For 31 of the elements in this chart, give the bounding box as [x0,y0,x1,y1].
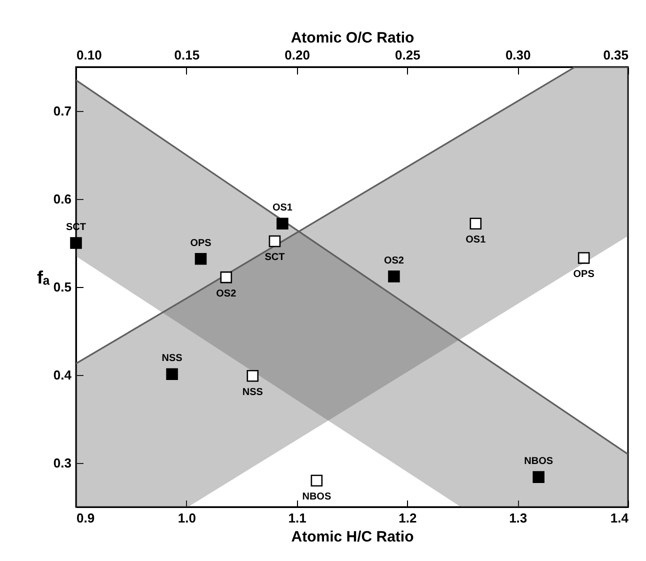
data-label: OS1 [466,234,486,246]
x2-tick-label: 0.25 [395,48,420,62]
x-tick-label: 1.0 [178,510,196,526]
data-label: OPS [190,238,212,249]
data-label: SCT [264,252,285,264]
x2-axis-title: Atomic O/C Ratio [290,30,414,46]
x-tick-label: 0.9 [76,510,95,526]
data-label: OS2 [384,255,404,266]
y-tick-label: 0.3 [53,456,72,470]
y-tick-label: 0.7 [53,104,72,118]
x2-tick-label: 0.10 [76,48,102,62]
x-axis-title: Atomic H/C Ratio [291,528,414,546]
x2-tick-label: 0.20 [284,48,310,62]
x-tick-label: 1.2 [398,510,417,526]
data-label: NBOS [524,456,554,468]
x2-tick-label: 0.15 [174,48,200,62]
x2-tick-label: 0.35 [603,48,628,62]
data-label: OS1 [272,202,293,214]
x-tick-label: 1.1 [288,510,306,526]
data-label: NSS [242,386,264,398]
x2-tick-label: 0.30 [505,48,531,62]
x-tick-label: 1.3 [509,510,528,526]
data-label: NBOS [302,492,332,503]
data-label: OPS [573,268,595,280]
y-axis-title: fₐ [37,268,50,288]
y-tick-label: 0.6 [53,192,72,206]
y-tick-label: 0.5 [53,280,72,294]
x-tick-label: 1.4 [610,510,630,526]
data-label: NSS [162,353,183,364]
y-tick-label: 0.4 [53,368,72,382]
data-label: OS2 [216,288,237,300]
